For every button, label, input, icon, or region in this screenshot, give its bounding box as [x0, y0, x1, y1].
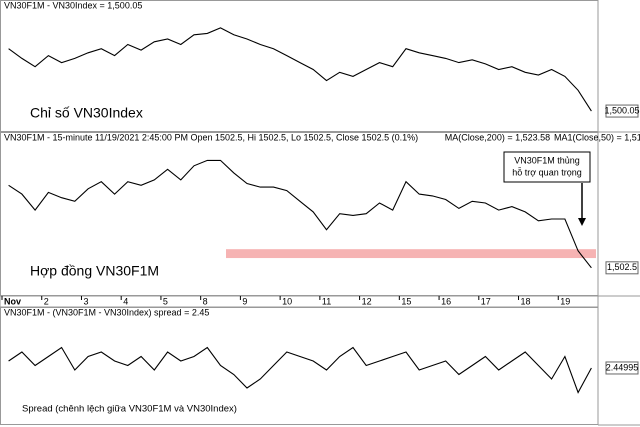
panel-annotation: Chỉ số VN30Index: [30, 105, 143, 121]
spread-annotation: Spread (chênh lệch giữa VN30F1M và VN30I…: [22, 404, 237, 415]
x-tick-label: Nov: [4, 296, 21, 306]
x-tick-label: 8: [203, 296, 208, 306]
price-line: [8, 346, 592, 394]
x-tick-label: 12: [362, 296, 372, 306]
support-band: [226, 249, 596, 259]
panel-annotation: Hợp đồng VN30F1M: [30, 263, 159, 279]
x-tick-label: 15: [401, 296, 411, 306]
x-tick-label: 10: [282, 296, 292, 306]
last-price-label: 1,500.05: [604, 105, 639, 115]
legend-entry: MA1(Close,50) = 1,514.70: [554, 132, 640, 142]
last-price-label: 2.44995: [606, 362, 639, 372]
panel-frame: [0, 0, 599, 132]
x-tick-label: 5: [163, 296, 168, 306]
x-tick-label: 3: [83, 296, 88, 306]
x-tick-label: 18: [521, 296, 531, 306]
x-tick-label: 16: [441, 296, 451, 306]
x-tick-label: 17: [481, 296, 491, 306]
x-tick-label: 9: [242, 296, 247, 306]
x-tick-label: 2: [44, 296, 49, 306]
price-line: [8, 27, 592, 112]
x-tick-label: 4: [123, 296, 128, 306]
panel-frame: [0, 307, 599, 425]
x-tick-label: 19: [560, 296, 570, 306]
legend-entry: MA(Close,200) = 1,523.58: [445, 132, 550, 142]
price-line: [8, 159, 592, 269]
x-tick-label: 11: [322, 296, 331, 306]
date-axis: [0, 295, 599, 308]
callout-arrowhead: [578, 218, 586, 226]
last-price-box: [605, 261, 639, 275]
last-price-box: [605, 104, 639, 118]
last-price-box: [605, 361, 639, 375]
panel-header: VN30F1M - 15-minute 11/19/2021 2:45:00 P…: [4, 132, 418, 142]
callout-text: hỗ trợ quan trọng: [512, 167, 581, 177]
callout-box: [503, 151, 591, 183]
last-price-label: 1,502.5: [607, 262, 637, 272]
panel-header: VN30F1M - VN30Index = 1,500.05: [4, 0, 142, 10]
callout-text: VN30F1M thủng: [514, 155, 580, 165]
panel-header: VN30F1M - (VN30F1M - VN30Index) spread =…: [4, 307, 209, 317]
